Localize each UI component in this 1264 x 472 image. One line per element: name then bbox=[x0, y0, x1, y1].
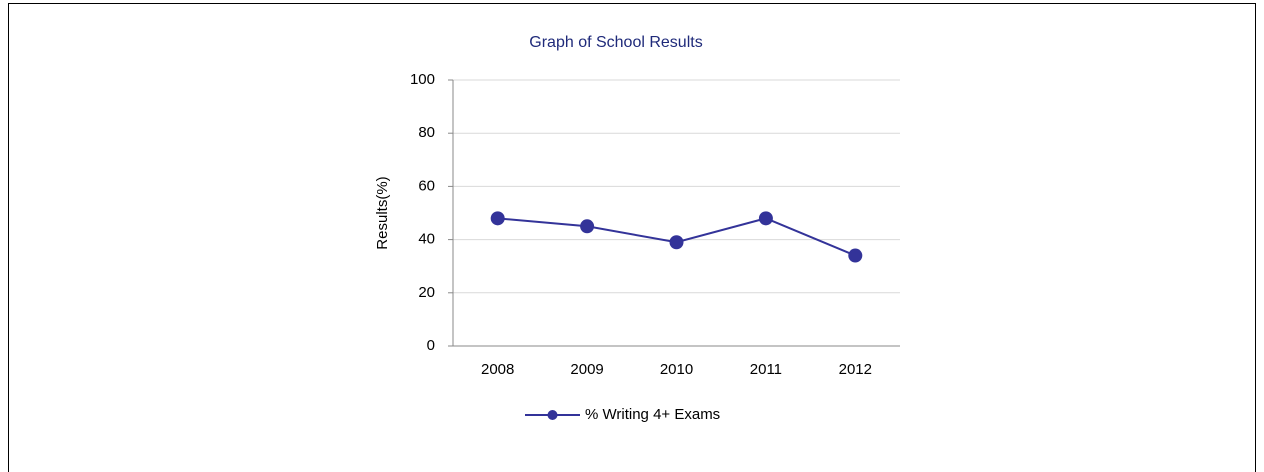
y-axis-label: Results(%) bbox=[374, 176, 391, 249]
x-tick-label: 2010 bbox=[660, 361, 693, 378]
legend-label: % Writing 4+ Exams bbox=[585, 406, 720, 423]
data-point bbox=[758, 211, 773, 226]
y-tick-label: 20 bbox=[418, 284, 435, 301]
y-tick-label: 60 bbox=[418, 177, 435, 194]
y-tick-label: 80 bbox=[418, 124, 435, 141]
frame bbox=[8, 3, 1256, 472]
data-point bbox=[490, 211, 505, 226]
x-tick-label: 2008 bbox=[481, 361, 514, 378]
y-tick-label: 0 bbox=[427, 337, 435, 354]
x-tick-label: 2011 bbox=[750, 361, 782, 378]
x-tick-label: 2009 bbox=[570, 361, 603, 378]
legend-marker bbox=[547, 410, 558, 420]
x-tick-label: 2012 bbox=[839, 361, 872, 378]
y-tick-label: 100 bbox=[410, 71, 435, 88]
chart-title: Graph of School Results bbox=[529, 34, 702, 51]
data-point bbox=[848, 248, 863, 263]
data-point bbox=[580, 219, 595, 234]
y-tick-label: 40 bbox=[418, 231, 435, 248]
data-point bbox=[669, 235, 684, 250]
